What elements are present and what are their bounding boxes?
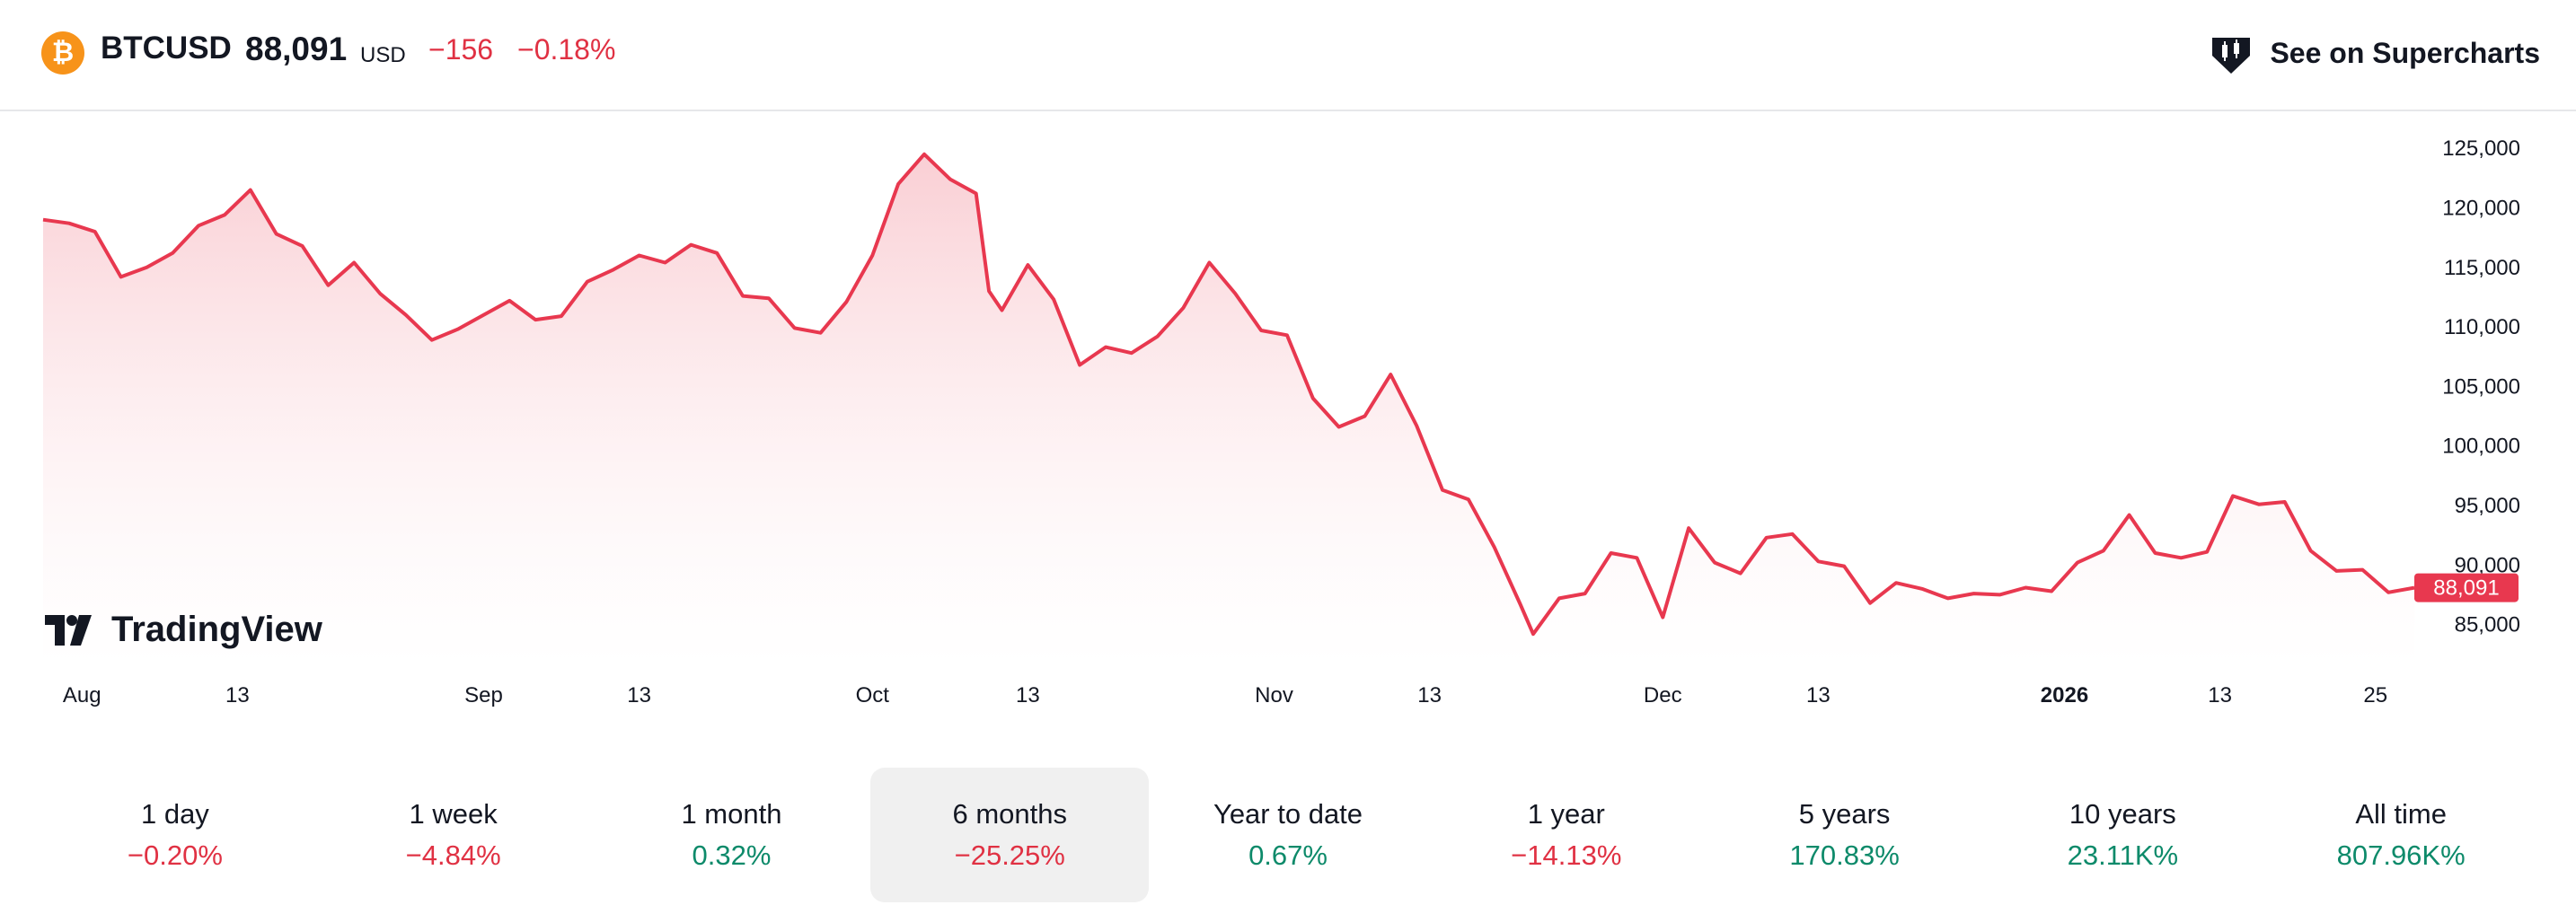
x-tick-label: 13 xyxy=(1806,683,1831,707)
y-tick-label: 85,000 xyxy=(2455,613,2520,637)
period-tab-10-years[interactable]: 10 years 23.11K% xyxy=(1983,768,2262,902)
period-tab-1-day[interactable]: 1 day −0.20% xyxy=(36,768,314,902)
period-tab-1-year[interactable]: 1 year −14.13% xyxy=(1427,768,1706,902)
period-return: −4.84% xyxy=(405,839,501,871)
x-tick-label: 2026 xyxy=(2041,683,2088,707)
last-price-label-bg xyxy=(2414,573,2519,602)
period-label: All time xyxy=(2355,798,2447,830)
period-label: 6 months xyxy=(952,798,1067,830)
last-price-marker: 88,091 xyxy=(2414,573,2519,602)
last-price-label: 88,091 xyxy=(2433,576,2499,601)
x-tick-label: Nov xyxy=(1255,683,1293,707)
y-tick-label: 100,000 xyxy=(2442,435,2520,459)
period-tab-5-years[interactable]: 5 years 170.83% xyxy=(1706,768,1984,902)
period-return: 0.32% xyxy=(692,839,772,871)
x-tick-label: Oct xyxy=(856,683,890,707)
x-tick-label: Aug xyxy=(63,683,101,707)
period-tab-all-time[interactable]: All time 807.96K% xyxy=(2262,768,2540,902)
price-area-fill xyxy=(43,154,2414,667)
period-label: 1 year xyxy=(1527,798,1605,830)
y-tick-label: 115,000 xyxy=(2444,256,2520,280)
y-tick-label: 105,000 xyxy=(2442,374,2520,399)
last-price: 88,091 xyxy=(245,31,348,67)
period-tab-year-to-date[interactable]: Year to date 0.67% xyxy=(1149,768,1427,902)
bitcoin-icon: ₿ xyxy=(41,31,84,75)
x-tick-label: 13 xyxy=(2208,683,2232,707)
period-label: 10 years xyxy=(2069,798,2176,830)
period-label: Year to date xyxy=(1213,798,1363,830)
period-return: −14.13% xyxy=(1511,839,1622,871)
x-tick-label: 13 xyxy=(627,683,651,707)
price-change-percent: −0.18% xyxy=(517,33,616,66)
tradingview-watermark-text: TradingView xyxy=(111,610,323,649)
x-tick-label: 13 xyxy=(1417,683,1442,707)
x-axis: Aug 13 Sep 13 Oct 13 Nov 13 Dec 13 2026 13 25 xyxy=(63,683,2387,707)
period-label: 1 month xyxy=(681,798,782,830)
price-chart[interactable]: 125,000 120,000 115,000 110,000 105,000 100,0… xyxy=(0,110,2576,729)
currency-code: USD xyxy=(360,43,406,67)
period-tab-6-months[interactable]: 6 months −25.25% xyxy=(870,768,1150,902)
symbol-name[interactable]: BTCUSD xyxy=(101,31,232,66)
supercharts-icon xyxy=(2212,38,2251,74)
period-tab-1-month[interactable]: 1 month 0.32% xyxy=(593,768,871,902)
x-tick-label: 13 xyxy=(225,683,250,707)
y-tick-label: 95,000 xyxy=(2455,494,2520,518)
period-return: 170.83% xyxy=(1789,839,1900,871)
period-label: 1 day xyxy=(140,798,209,830)
period-return: 23.11K% xyxy=(2067,839,2179,871)
see-on-supercharts-label: See on Supercharts xyxy=(2270,36,2540,69)
period-label: 1 week xyxy=(409,798,498,830)
y-tick-label: 125,000 xyxy=(2442,136,2520,161)
period-return: 0.67% xyxy=(1248,839,1328,871)
y-tick-label: 120,000 xyxy=(2442,196,2520,220)
period-selector: 1 day −0.20% 1 week −4.84% 1 month 0.32% 6 mon… xyxy=(36,768,2540,902)
period-label: 5 years xyxy=(1798,798,1891,830)
tradingview-logo-icon xyxy=(45,615,92,646)
price-line xyxy=(42,152,2415,637)
y-axis: 125,000 120,000 115,000 110,000 105,000 100,0… xyxy=(2442,136,2520,637)
x-tick-label: Dec xyxy=(1644,683,1682,707)
tradingview-logo: TradingView xyxy=(45,610,323,649)
x-tick-label: 13 xyxy=(1016,683,1040,707)
y-tick-label: 110,000 xyxy=(2444,315,2520,339)
period-return: −25.25% xyxy=(954,839,1065,871)
see-on-supercharts-button[interactable]: See on Supercharts xyxy=(2207,25,2540,81)
period-return: 807.96K% xyxy=(2336,839,2466,871)
header-bar: ₿ BTCUSD 88,091 USD −156 −0.18% See on S… xyxy=(0,0,2576,111)
x-tick-label: 25 xyxy=(2363,683,2387,707)
period-return: −0.20% xyxy=(127,839,223,871)
period-tab-1-week[interactable]: 1 week −4.84% xyxy=(314,768,593,902)
x-tick-label: Sep xyxy=(464,683,503,707)
price-chart-svg[interactable]: 125,000 120,000 115,000 110,000 105,000 100,0… xyxy=(0,110,2576,729)
price-change-absolute: −156 xyxy=(428,33,494,66)
